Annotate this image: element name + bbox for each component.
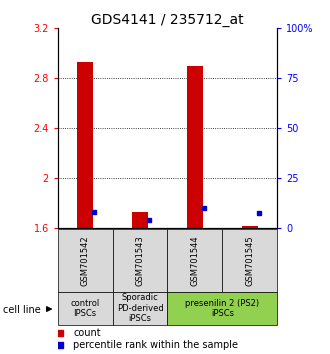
Text: GSM701544: GSM701544: [190, 235, 199, 286]
Text: control
IPSCs: control IPSCs: [71, 299, 100, 318]
Text: percentile rank within the sample: percentile rank within the sample: [73, 340, 238, 350]
Bar: [77, 62, 93, 228]
Text: presenilin 2 (PS2)
iPSCs: presenilin 2 (PS2) iPSCs: [185, 299, 259, 318]
Bar: [168, 292, 277, 325]
Text: GSM701543: GSM701543: [136, 235, 145, 286]
Bar: [58, 229, 113, 292]
Text: GSM701545: GSM701545: [245, 235, 254, 286]
Bar: [168, 229, 222, 292]
Text: Sporadic
PD-derived
iPSCs: Sporadic PD-derived iPSCs: [117, 293, 163, 323]
Bar: [113, 292, 168, 325]
Text: count: count: [73, 327, 101, 338]
Title: GDS4141 / 235712_at: GDS4141 / 235712_at: [91, 13, 244, 27]
Bar: [132, 212, 148, 228]
Bar: [58, 292, 113, 325]
Bar: [187, 66, 203, 228]
Bar: [222, 229, 277, 292]
Bar: [242, 226, 258, 228]
Text: cell line: cell line: [3, 305, 41, 315]
Text: GSM701542: GSM701542: [81, 235, 90, 286]
Bar: [113, 229, 168, 292]
